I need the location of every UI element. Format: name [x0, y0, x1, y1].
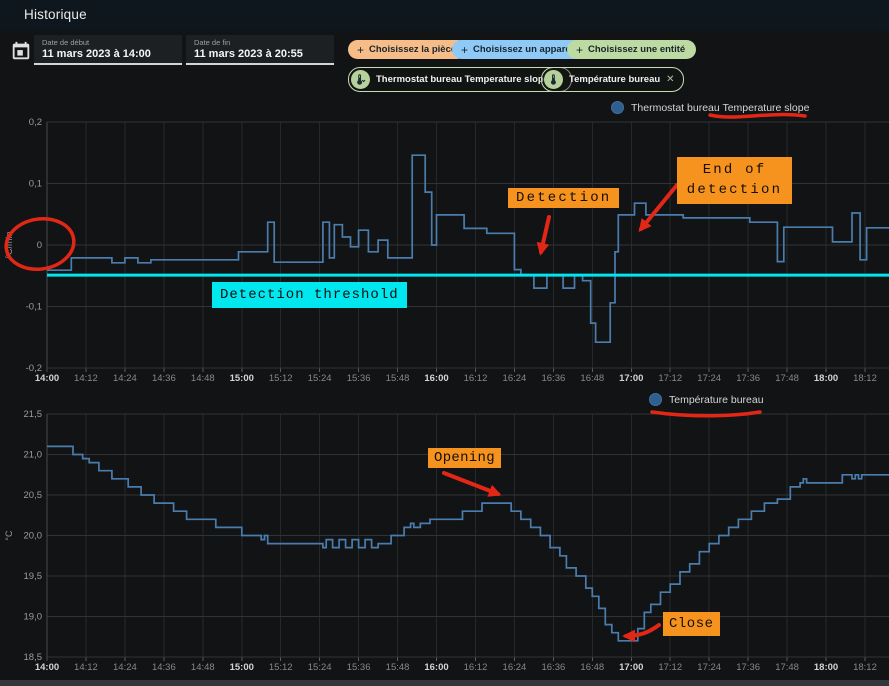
svg-text:20,0: 20,0 [24, 531, 43, 542]
detection-annotation: Detection [508, 188, 620, 208]
svg-text:21,0: 21,0 [24, 450, 43, 461]
temperature-slope-chart[interactable]: 14:00 14:12 14:24 14:36 14:48 15:00 15:12 15:24… [0, 114, 889, 388]
svg-text:18:12: 18:12 [853, 373, 877, 384]
svg-text:16:36: 16:36 [541, 662, 565, 673]
svg-text:16:12: 16:12 [464, 662, 488, 673]
svg-text:0,2: 0,2 [29, 117, 42, 128]
close-annotation: Close [663, 612, 720, 636]
legend-label: Température bureau [669, 393, 764, 406]
app-header: Historique [0, 0, 889, 31]
svg-text:16:24: 16:24 [503, 373, 527, 384]
svg-text:0: 0 [37, 240, 42, 251]
choose-device-button[interactable]: + Choisissez un appareil [452, 40, 587, 59]
date-start-value: 11 mars 2023 à 14:00 [42, 48, 151, 60]
svg-text:16:12: 16:12 [464, 373, 488, 384]
date-start-field[interactable]: Date de début 11 mars 2023 à 14:00 [34, 35, 182, 65]
svg-text:17:00: 17:00 [619, 373, 643, 384]
svg-text:17:00: 17:00 [619, 662, 643, 673]
svg-text:17:36: 17:36 [736, 373, 760, 384]
svg-text:14:12: 14:12 [74, 662, 98, 673]
date-end-field[interactable]: Date de fin 11 mars 2023 à 20:55 [186, 35, 334, 65]
svg-text:17:24: 17:24 [697, 373, 721, 384]
svg-text:15:12: 15:12 [269, 662, 293, 673]
svg-text:°C/min: °C/min [4, 231, 14, 258]
svg-text:0,1: 0,1 [29, 179, 42, 190]
svg-text:15:36: 15:36 [347, 662, 371, 673]
legend-temperature-bureau[interactable]: Température bureau [649, 393, 764, 406]
svg-text:17:12: 17:12 [658, 373, 682, 384]
calendar-button[interactable] [10, 40, 32, 62]
bottom-scrollbar[interactable] [0, 680, 889, 686]
svg-text:18:12: 18:12 [853, 662, 877, 673]
entity-chip-temperature-slope[interactable]: Thermostat bureau Temperature slope ✕ [348, 67, 573, 92]
svg-text:15:00: 15:00 [230, 662, 254, 673]
svg-text:16:00: 16:00 [424, 662, 448, 673]
entity-chip-temperature-bureau[interactable]: Température bureau ✕ [541, 67, 684, 92]
svg-text:16:00: 16:00 [424, 373, 448, 384]
choose-entity-button[interactable]: + Choisissez une entité [567, 40, 697, 59]
svg-text:14:36: 14:36 [152, 662, 176, 673]
svg-text:16:24: 16:24 [503, 662, 527, 673]
svg-text:14:48: 14:48 [191, 662, 215, 673]
svg-text:14:00: 14:00 [35, 662, 59, 673]
detection-threshold-annotation: Detection threshold [212, 282, 407, 308]
svg-text:16:48: 16:48 [580, 662, 604, 673]
svg-text:16:36: 16:36 [541, 373, 565, 384]
end-of-detection-annotation: End of detection [677, 157, 792, 205]
svg-text:20,5: 20,5 [24, 490, 43, 501]
svg-text:17:12: 17:12 [658, 662, 682, 673]
close-icon[interactable]: ✕ [666, 74, 675, 85]
svg-text:14:00: 14:00 [35, 373, 59, 384]
thermometer-icon [544, 70, 563, 89]
svg-text:21,5: 21,5 [24, 409, 43, 420]
svg-text:19,5: 19,5 [24, 571, 43, 582]
thermometer-chevron-icon [351, 70, 370, 89]
svg-text:14:36: 14:36 [152, 373, 176, 384]
svg-text:17:36: 17:36 [736, 662, 760, 673]
choose-area-button[interactable]: + Choisissez la pièce [348, 40, 468, 59]
page-title: Historique [24, 7, 87, 22]
plus-icon: + [576, 42, 584, 57]
svg-text:14:12: 14:12 [74, 373, 98, 384]
date-start-label: Date de début [42, 38, 90, 47]
date-end-label: Date de fin [194, 38, 231, 47]
svg-text:17:24: 17:24 [697, 662, 721, 673]
svg-text:15:36: 15:36 [347, 373, 371, 384]
svg-text:14:24: 14:24 [113, 373, 137, 384]
svg-text:17:48: 17:48 [775, 662, 799, 673]
legend-marker-icon [649, 393, 662, 406]
legend-temperature-slope[interactable]: Thermostat bureau Temperature slope [611, 101, 809, 114]
svg-text:16:48: 16:48 [580, 373, 604, 384]
calendar-icon [12, 41, 30, 60]
svg-text:15:24: 15:24 [308, 662, 332, 673]
svg-text:-0,2: -0,2 [26, 363, 42, 374]
svg-text:15:00: 15:00 [230, 373, 254, 384]
svg-text:17:48: 17:48 [775, 373, 799, 384]
svg-text:18:00: 18:00 [814, 373, 838, 384]
legend-label: Thermostat bureau Temperature slope [631, 101, 810, 114]
svg-text:18:00: 18:00 [814, 662, 838, 673]
opening-annotation: Opening [428, 448, 501, 468]
svg-text:-0,1: -0,1 [26, 302, 42, 313]
svg-text:14:24: 14:24 [113, 662, 137, 673]
plus-icon: + [461, 42, 469, 57]
svg-text:15:48: 15:48 [386, 373, 410, 384]
choose-area-label: Choisissez la pièce [369, 44, 457, 55]
svg-text:19,0: 19,0 [24, 612, 43, 623]
svg-text:15:48: 15:48 [386, 662, 410, 673]
svg-text:18,5: 18,5 [24, 652, 43, 663]
choose-device-label: Choisissez un appareil [473, 44, 576, 55]
svg-text:15:24: 15:24 [308, 373, 332, 384]
entity-chip-label: Thermostat bureau Temperature slope [376, 74, 549, 85]
svg-text:°C: °C [4, 530, 14, 541]
svg-text:15:12: 15:12 [269, 373, 293, 384]
temperature-chart[interactable]: 14:00 14:12 14:24 14:36 14:48 15:00 15:12 15:24… [0, 388, 889, 680]
choose-entity-label: Choisissez une entité [588, 44, 686, 55]
svg-text:14:48: 14:48 [191, 373, 215, 384]
legend-marker-icon [611, 101, 624, 114]
date-end-value: 11 mars 2023 à 20:55 [194, 48, 303, 60]
plus-icon: + [357, 42, 365, 57]
entity-chip-label: Température bureau [569, 74, 661, 85]
